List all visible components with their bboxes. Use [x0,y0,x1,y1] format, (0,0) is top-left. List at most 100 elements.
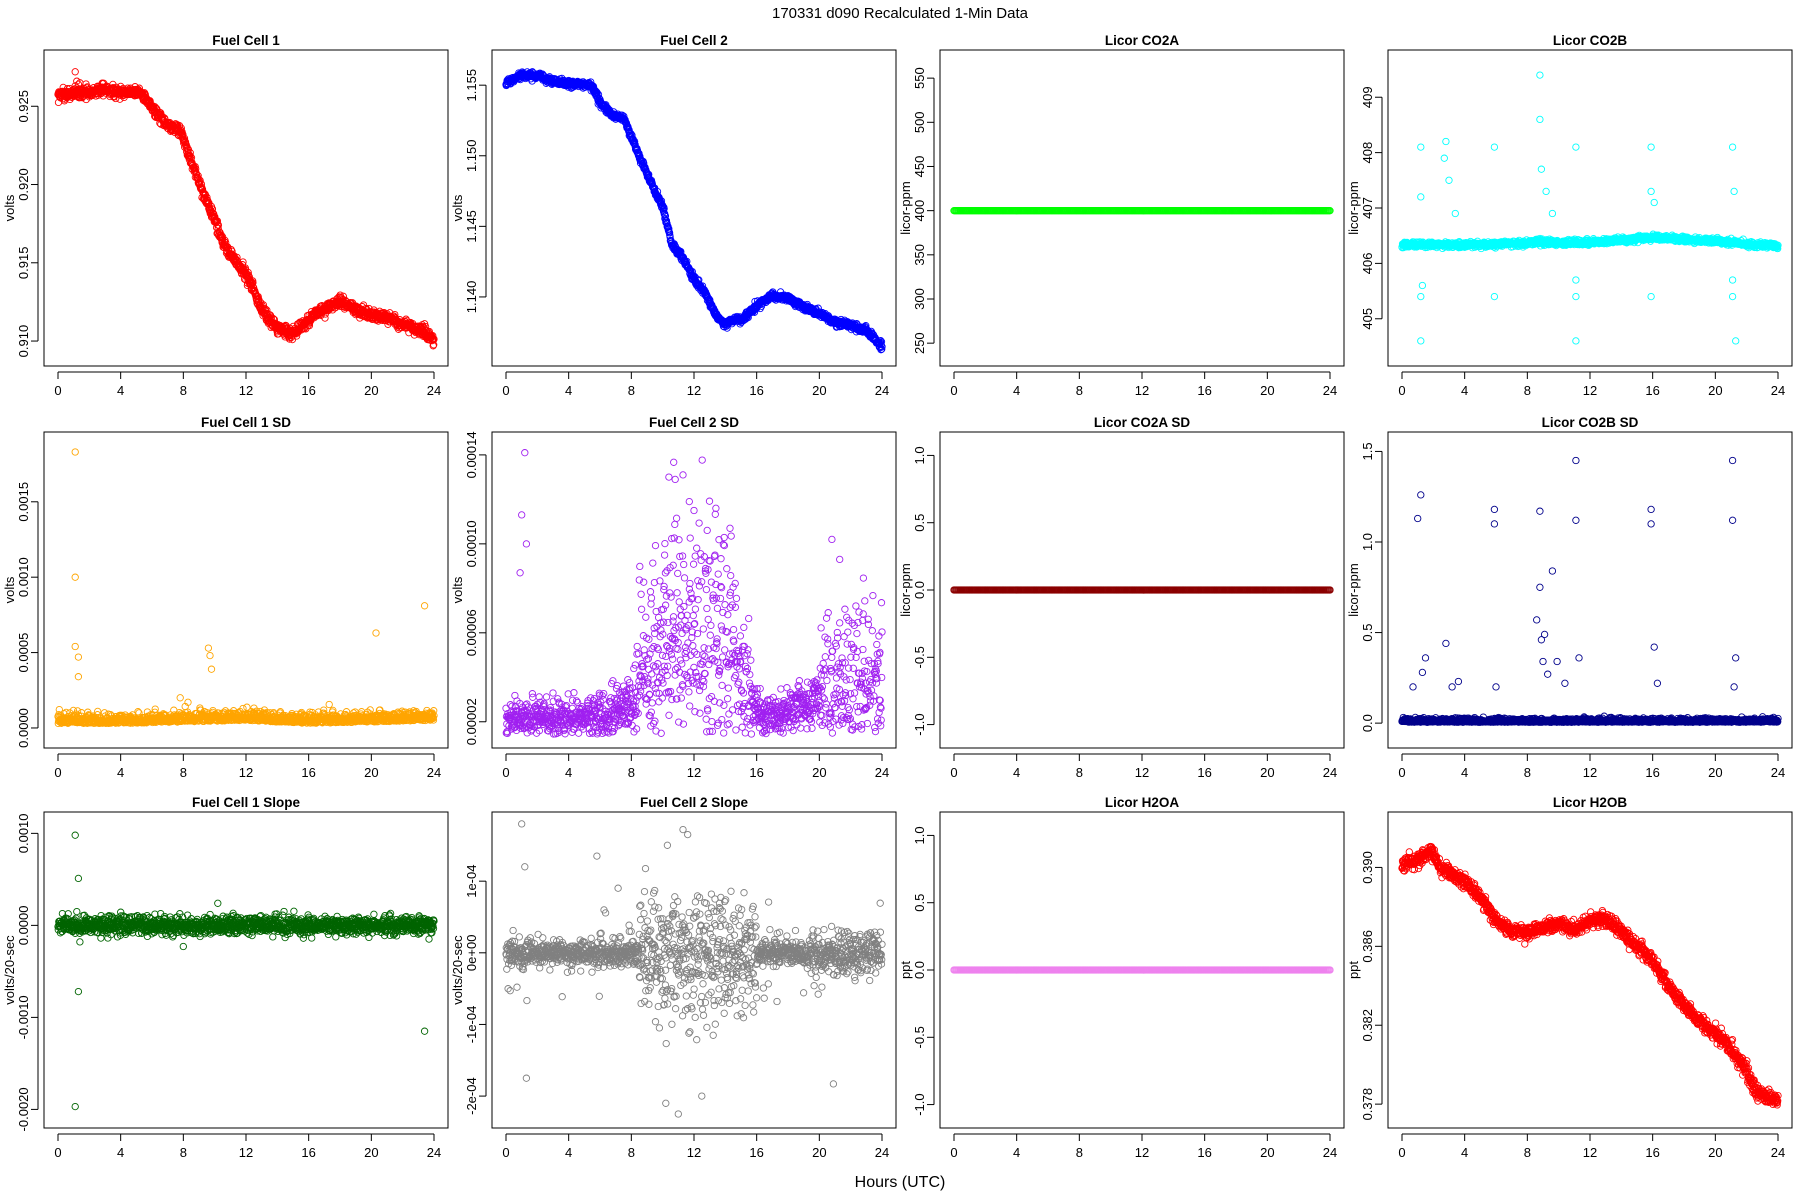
panel-title: Fuel Cell 1 SD [201,415,291,430]
x-axis: 0 4 8 12 16 20 24 [950,371,1337,398]
y-tick-label: 0.925 [16,90,31,123]
outlier-point [1572,337,1580,345]
x-tick-label: 12 [687,383,701,398]
panel-title: Fuel Cell 2 [660,33,728,48]
x-tick-label: 24 [1771,383,1785,398]
y-tick-label: 0.915 [16,247,31,280]
outlier-point [1728,292,1737,301]
x-tick-label: 20 [1260,383,1274,398]
y-tick-label: 450 [912,156,927,178]
outlier-point [1451,209,1459,218]
outlier-point [1548,209,1557,218]
x-tick-label: 24 [1323,383,1337,398]
x-tick-label: 8 [180,383,187,398]
outlier-point [1442,137,1450,146]
data-point [151,103,159,111]
outlier-point [1647,143,1655,151]
y-tick-label: 500 [912,111,927,133]
data-points [1398,71,1782,345]
y-tick-label: 0.920 [16,168,31,201]
y-axis: 0.910 0.915 0.920 0.925 [16,90,39,358]
outlier-point [1647,292,1655,301]
x-axis: 0 4 8 12 16 20 24 [54,371,441,398]
outlier-point [1490,292,1499,301]
outlier-point [1417,337,1425,345]
y-axis-label: volts [2,194,17,221]
y-tick-label: 405 [1360,308,1375,330]
outlier-point [1542,187,1550,196]
x-axis: 0 4 8 12 16 20 24 [502,371,889,398]
plot-frame [1387,49,1793,367]
x-tick-label: 0 [502,383,509,398]
outlier-point [1417,143,1425,151]
outlier-point [1572,292,1580,301]
x-tick-label: 0 [54,383,61,398]
y-tick-label: 409 [1360,86,1375,108]
y-tick-label: 406 [1360,253,1375,275]
data-points [54,68,438,350]
x-tick-label: 4 [1461,383,1468,398]
data-point [186,151,194,159]
y-tick-label: 407 [1360,197,1375,219]
outlier-point [1730,187,1738,196]
y-axis-label: volts [450,194,465,221]
panel-title: Licor CO2A [1105,33,1180,48]
outlier-point [1650,198,1658,207]
data-point [140,89,149,97]
data-point [186,149,194,157]
x-tick-label: 16 [301,383,315,398]
data-points [54,448,438,728]
outlier-point [1572,143,1580,151]
y-tick-label: 1.150 [464,139,479,172]
x-tick-label: 4 [117,383,124,398]
x-tick-label: 12 [239,383,253,398]
y-tick-label: 0.910 [16,325,31,358]
data-points [502,68,886,354]
x-tick-label: 16 [1197,383,1211,398]
y-axis-label: volts [2,576,17,603]
outlier-point [1440,154,1448,162]
outlier-point [1417,193,1425,201]
figure-title: 170331 d090 Recalculated 1-Min Data [772,5,1029,22]
outlier-point [1537,165,1546,173]
x-tick-label: 8 [1524,383,1531,398]
data-point [154,109,162,117]
y-tick-label: 300 [912,288,927,310]
x-tick-label: 20 [1708,383,1722,398]
x-tick-label: 12 [1583,383,1597,398]
data-point [192,165,200,173]
y-tick-label: 550 [912,67,927,89]
x-tick-label: 0 [950,383,957,398]
panel-title: Licor CO2B [1553,33,1628,48]
outlier-point [71,68,79,76]
x-tick-label: 4 [1013,383,1020,398]
outlier-point [1445,176,1453,184]
outlier-point [1536,71,1544,79]
y-axis-label: licor-ppm [898,181,913,234]
y-tick-label: 1.155 [464,69,479,102]
y-tick-label: 1.145 [464,210,479,243]
outlier-point [1732,337,1740,345]
x-tick-label: 8 [628,383,635,398]
y-tick-label: 1.140 [464,281,479,314]
outlier-point [1728,276,1737,284]
outlier-point [1572,276,1580,284]
y-axis: 1.140 1.145 1.150 1.155 [464,69,487,314]
figure-xlabel: Hours (UTC) [855,1174,946,1191]
outlier-point [1417,292,1425,301]
x-tick-label: 24 [427,383,441,398]
x-tick-label: 12 [1135,383,1149,398]
x-tick-label: 8 [1076,383,1083,398]
y-tick-label: 400 [912,200,927,222]
outlier-point [1728,143,1737,151]
outlier-point [1536,115,1544,124]
outlier-point [1418,281,1427,290]
x-tick-label: 20 [364,383,378,398]
